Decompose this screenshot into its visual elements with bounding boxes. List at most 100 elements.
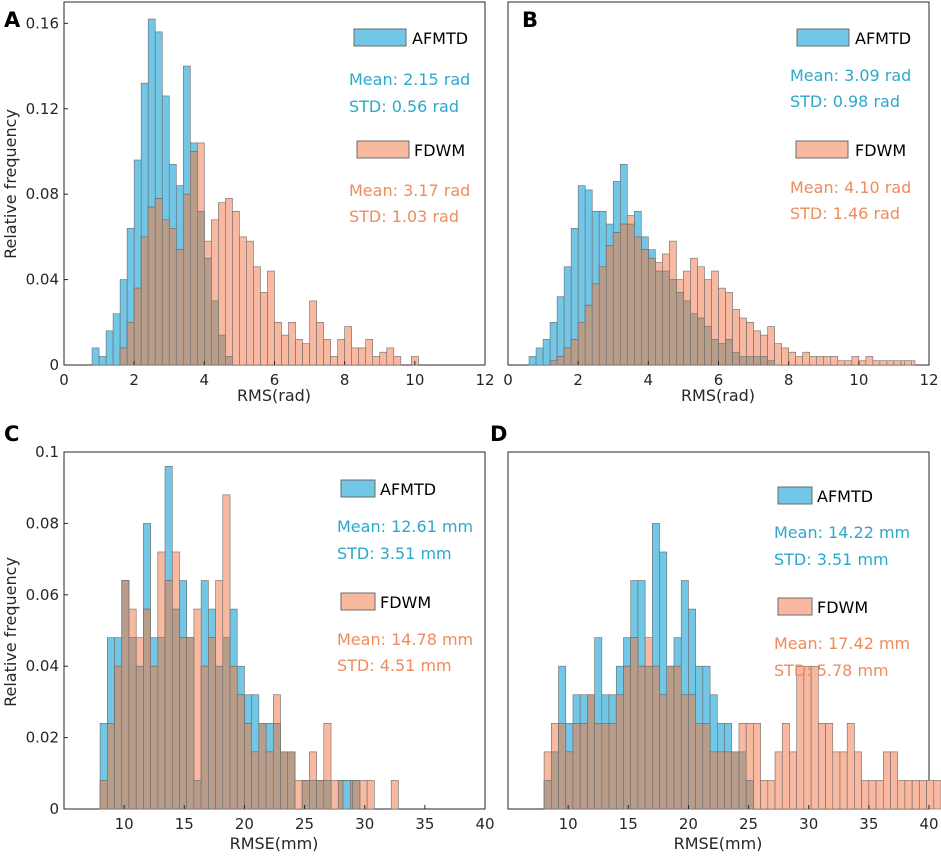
panel-c-xtick-label-2: 20 (235, 815, 254, 833)
panel-d-fdwm-bar-33 (781, 723, 790, 810)
panel-c-overlap-bar-24 (272, 723, 281, 810)
panel-d-xlabel: RMSE(mm) (674, 834, 763, 853)
panel-b-overlap-bar-16 (641, 249, 649, 366)
panel-a-fdwm-bar-33 (323, 339, 331, 366)
panel-a-legend-swatch-fdwm (356, 140, 410, 159)
panel-b-afmtd-bar-1 (535, 347, 544, 366)
panel-d-fdwm-bar-51 (911, 780, 920, 810)
panel-b-fdwm-bar-51 (886, 360, 895, 366)
panel-b-overlap-bar-20 (669, 279, 677, 366)
panel-b: 0 2 4 6 8 10 12 B RMS(rad) AFMTD Mean: 3.09 ra… (503, 1, 939, 405)
panel-c-fdwm-bar-37 (366, 780, 375, 810)
panel-c-xlabel: RMSE(mm) (230, 834, 319, 853)
panel-b-fdwm-bar-52 (893, 360, 902, 366)
panel-b-legend-swatch-fdwm (795, 140, 849, 159)
panel-d-label: D (490, 422, 507, 446)
panel-a-fdwm-bar-27 (281, 334, 289, 366)
panel-a-xtick-label-3: 6 (270, 371, 280, 389)
panel-b-fdwm-bar-38 (795, 356, 803, 366)
panel-a-overlap-bar-7 (140, 236, 149, 366)
panel-b-overlap-bar-22 (683, 300, 691, 366)
panel-c-overlap-bar-21 (251, 751, 260, 810)
panel-b-overlap-bar-9 (591, 283, 600, 366)
panel-d-afmtd-std: STD: 3.51 mm (774, 550, 889, 569)
panel-a-ytick-label-0: 0 (49, 356, 59, 374)
panel-d-fdwm-bar-39 (825, 723, 834, 810)
panel-d: 10 15 20 25 30 35 40 D RMSE(mm) AFMTD Mean: 14… (490, 422, 941, 853)
panel-c-overlap-bar-14 (200, 665, 209, 810)
panel-d-fdwm-bar-48 (890, 751, 899, 810)
panel-d-overlap-bar-10 (615, 694, 624, 810)
panel-b-fdwm-bar-37 (788, 351, 796, 366)
panel-c-ytick-label-3: 0.06 (26, 586, 59, 604)
panel-b-legend-swatch-afmtd (796, 28, 850, 47)
panel-c-overlap-bar-6 (143, 608, 151, 810)
panel-c-xtick-label-5: 35 (415, 815, 434, 833)
panel-d-legend-swatch-fdwm (777, 597, 813, 616)
panel-b-fdwm-bar-42 (823, 356, 832, 366)
panel-c-ytick-label-4: 0.08 (26, 514, 59, 532)
panel-b-fdwm-bar-49 (872, 360, 881, 366)
panel-d-overlap-bar-27 (738, 751, 747, 810)
panel-a-xtick-label-2: 4 (200, 371, 210, 389)
panel-d-fdwm-bar-42 (846, 723, 855, 810)
panel-c-ylabel: Relative frequency (1, 557, 20, 707)
panel-d-fdwm-bar-44 (861, 780, 870, 810)
panel-a-legend-fdwm: FDWM (414, 141, 465, 160)
panel-c-afmtd-std: STD: 3.51 mm (337, 544, 452, 563)
panel-c-overlap-bar-13 (193, 780, 202, 810)
panel-b-overlap-bar-10 (598, 266, 607, 366)
panel-a-fdwm-bar-29 (295, 339, 303, 366)
panel-a-fdwm-bar-20 (232, 210, 240, 366)
panel-d-fdwm-bar-54 (933, 780, 941, 810)
panel-c-fdwm-bar-32 (330, 780, 339, 810)
panel-d-fdwm-mean: Mean: 17.42 mm (774, 634, 910, 653)
panel-a-fdwm-mean: Mean: 3.17 rad (349, 181, 470, 200)
panel-d-overlap-bar-18 (673, 665, 682, 810)
panel-d-overlap-bar-15 (652, 665, 660, 810)
panel-c-extra-bar-1 (390, 780, 399, 810)
panel-d-fdwm-bar-47 (882, 751, 891, 810)
panel-c-fdwm-mean: Mean: 14.78 mm (337, 630, 473, 649)
panel-a-xticks: 0 2 4 6 8 10 12 (59, 361, 495, 389)
panel-a-fdwm-bar-21 (239, 236, 247, 366)
panel-c-overlap-bar-15 (208, 637, 216, 810)
panel-d-fdwm-bar-32 (774, 751, 783, 810)
panel-c-fdwm-bar-27 (294, 780, 303, 810)
panel-b-fdwm-bar-40 (809, 356, 818, 366)
panel-c-overlap-bar-26 (287, 751, 296, 810)
panel-c-overlap-bar-1 (107, 723, 115, 810)
panel-b-overlap-bar-28 (725, 339, 733, 366)
panel-c-ytick-label-1: 0.02 (26, 729, 59, 747)
panel-b-xticks: 0 2 4 6 8 10 12 (503, 361, 939, 389)
panel-d-fdwm-bar-35 (796, 665, 805, 810)
panel-a-overlap-bar-5 (126, 321, 135, 366)
panel-d-overlap-bar-4 (572, 723, 581, 810)
panel-d-fdwm-bar-50 (904, 780, 913, 810)
panel-a-fdwm-bar-39 (365, 339, 374, 366)
panel-d-overlap-bar-13 (637, 665, 646, 810)
panel-b-bars (528, 163, 916, 366)
panel-d-overlap-bar-14 (644, 665, 653, 810)
panel-d-fdwm-bar-53 (926, 780, 935, 810)
panel-d-overlap-bar-7 (594, 723, 603, 810)
panel-d-fdwm-bar-46 (875, 780, 884, 810)
panel-a: 0 2 4 6 8 10 12 0 0.04 0.08 0.12 0.16 A RMS(rad) R… (1, 1, 495, 405)
panel-b-xtick-label-3: 6 (714, 371, 724, 389)
panel-a-legend-swatch-afmtd (353, 28, 407, 47)
panel-a-fdwm-bar-31 (309, 300, 317, 366)
panel-c-overlap-bar-3 (121, 580, 130, 810)
panel-c-overlap-bar-20 (244, 723, 252, 810)
panel-a-overlap-bar-4 (119, 347, 128, 366)
panel-b-overlap-bar-31 (746, 356, 754, 366)
panel-d-overlap-bar-5 (579, 723, 588, 810)
panel-c-overlap-bar-23 (265, 751, 274, 810)
panel-a-ylabel: Relative frequency (1, 109, 20, 259)
panel-c-xtick-label-1: 15 (175, 815, 194, 833)
panel-d-overlap-bar-8 (601, 723, 610, 810)
panel-d-fdwm-bar-38 (818, 723, 826, 810)
panel-c-xticks: 10 15 20 25 30 35 40 (115, 805, 495, 833)
panel-d-fdwm-bar-52 (919, 780, 927, 810)
panel-c-xtick-label-0: 10 (115, 815, 134, 833)
panel-a-fdwm-bar-26 (274, 321, 282, 366)
